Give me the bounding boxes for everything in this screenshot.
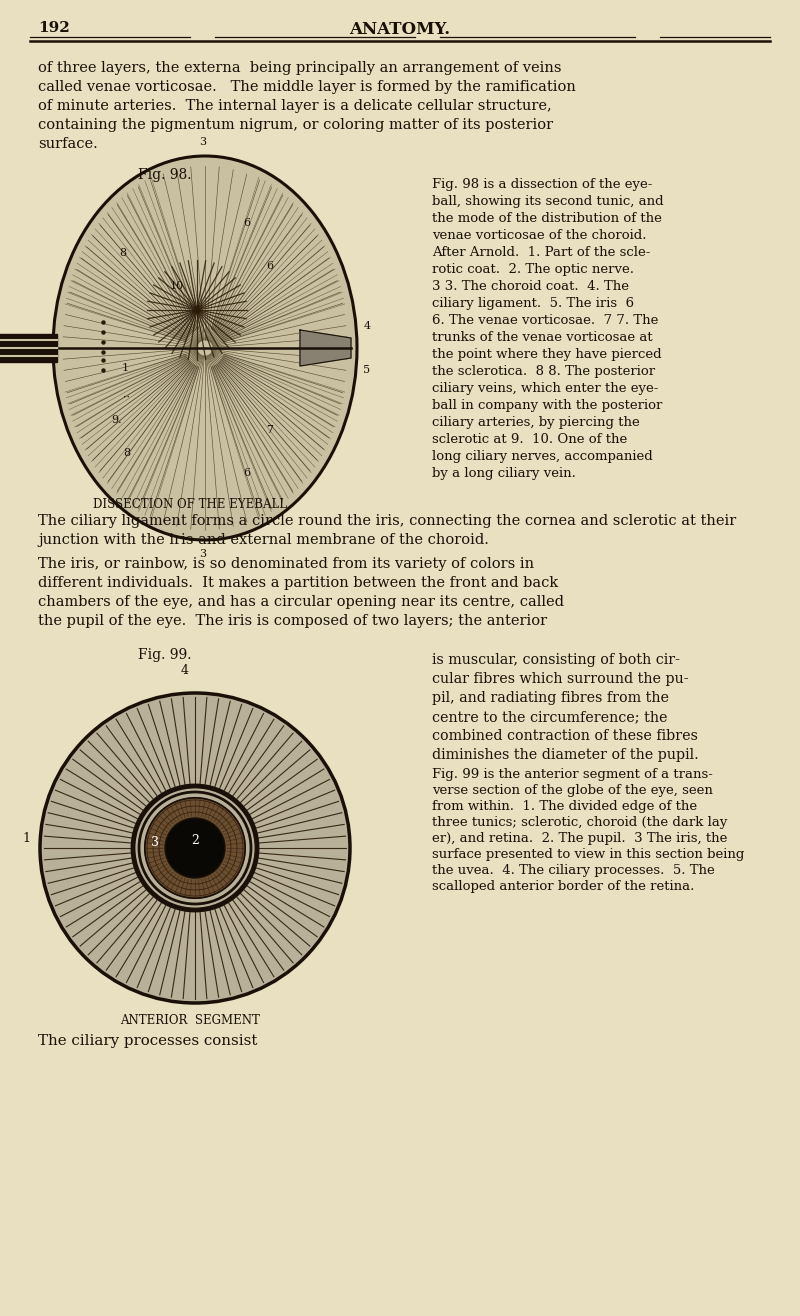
Text: 10: 10 (170, 282, 184, 291)
Ellipse shape (53, 157, 357, 540)
Text: 6: 6 (243, 218, 250, 228)
Text: chambers of the eye, and has a circular opening near its centre, called: chambers of the eye, and has a circular … (38, 595, 564, 609)
Text: junction with the iris and external membrane of the choroid.: junction with the iris and external memb… (38, 533, 489, 547)
Text: 5: 5 (363, 365, 370, 375)
Text: called venae vorticosae.   The middle layer is formed by the ramification: called venae vorticosae. The middle laye… (38, 80, 576, 93)
Text: three tunics; sclerotic, choroid (the dark lay: three tunics; sclerotic, choroid (the da… (432, 816, 727, 829)
Text: The ciliary processes consist: The ciliary processes consist (38, 1034, 258, 1048)
Text: verse section of the globe of the eye, seen: verse section of the globe of the eye, s… (432, 784, 713, 797)
Text: DISSECTION OF THE EYEBALL: DISSECTION OF THE EYEBALL (93, 497, 287, 511)
Text: surface.: surface. (38, 137, 98, 151)
Text: surface presented to view in this section being: surface presented to view in this sectio… (432, 848, 744, 861)
Text: from within.  1. The divided edge of the: from within. 1. The divided edge of the (432, 800, 697, 813)
Text: 3 3. The choroid coat.  4. The: 3 3. The choroid coat. 4. The (432, 280, 629, 293)
Text: 6: 6 (243, 468, 250, 478)
Text: venae vorticosae of the choroid.: venae vorticosae of the choroid. (432, 229, 646, 242)
Text: Fig. 99 is the anterior segment of a trans-: Fig. 99 is the anterior segment of a tra… (432, 769, 713, 780)
Text: the pupil of the eye.  The iris is composed of two layers; the anterior: the pupil of the eye. The iris is compos… (38, 615, 547, 628)
Text: ··: ·· (123, 393, 130, 403)
Text: 2: 2 (191, 833, 199, 846)
Bar (0, 334, 57, 362)
Text: ciliary arteries, by piercing the: ciliary arteries, by piercing the (432, 416, 640, 429)
Text: 192: 192 (38, 21, 70, 36)
Text: 6. The venae vorticosae.  7 7. The: 6. The venae vorticosae. 7 7. The (432, 315, 658, 326)
Text: of three layers, the externa  being principally an arrangement of veins: of three layers, the externa being princ… (38, 61, 562, 75)
Text: pil, and radiating fibres from the: pil, and radiating fibres from the (432, 691, 669, 705)
Circle shape (40, 694, 350, 1003)
Text: cular fibres which surround the pu-: cular fibres which surround the pu- (432, 672, 689, 686)
Text: The iris, or rainbow, is so denominated from its variety of colors in: The iris, or rainbow, is so denominated … (38, 557, 534, 571)
Text: the point where they have pierced: the point where they have pierced (432, 347, 662, 361)
Text: is muscular, consisting of both cir-: is muscular, consisting of both cir- (432, 653, 680, 667)
Text: long ciliary nerves, accompanied: long ciliary nerves, accompanied (432, 450, 653, 463)
Text: Fig. 99.: Fig. 99. (138, 647, 192, 662)
Text: trunks of the venae vorticosae at: trunks of the venae vorticosae at (432, 332, 653, 343)
Text: ball in company with the posterior: ball in company with the posterior (432, 399, 662, 412)
Text: the sclerotica.  8 8. The posterior: the sclerotica. 8 8. The posterior (432, 365, 655, 378)
Text: 7: 7 (266, 425, 274, 436)
Text: 3: 3 (151, 837, 159, 850)
Text: 3: 3 (199, 137, 206, 147)
Text: rotic coat.  2. The optic nerve.: rotic coat. 2. The optic nerve. (432, 263, 634, 276)
Text: Fig. 98 is a dissection of the eye-: Fig. 98 is a dissection of the eye- (432, 178, 652, 191)
Text: of minute arteries.  The internal layer is a delicate cellular structure,: of minute arteries. The internal layer i… (38, 99, 552, 113)
Text: 4: 4 (363, 321, 370, 332)
Text: After Arnold.  1. Part of the scle-: After Arnold. 1. Part of the scle- (432, 246, 650, 259)
Text: sclerotic at 9.  10. One of the: sclerotic at 9. 10. One of the (432, 433, 627, 446)
Text: scalloped anterior border of the retina.: scalloped anterior border of the retina. (432, 880, 694, 894)
Text: 3: 3 (199, 549, 206, 559)
Text: ball, showing its second tunic, and: ball, showing its second tunic, and (432, 195, 664, 208)
Text: the mode of the distribution of the: the mode of the distribution of the (432, 212, 662, 225)
Text: the uvea.  4. The ciliary processes.  5. The: the uvea. 4. The ciliary processes. 5. T… (432, 865, 714, 876)
Text: ANTERIOR  SEGMENT: ANTERIOR SEGMENT (120, 1015, 260, 1026)
Text: 1: 1 (122, 363, 129, 372)
Text: ciliary veins, which enter the eye-: ciliary veins, which enter the eye- (432, 382, 658, 395)
Text: diminishes the diameter of the pupil.: diminishes the diameter of the pupil. (432, 747, 698, 762)
Text: centre to the circumference; the: centre to the circumference; the (432, 711, 667, 724)
Text: combined contraction of these fibres: combined contraction of these fibres (432, 729, 698, 744)
Text: 8: 8 (119, 247, 126, 258)
Text: ANATOMY.: ANATOMY. (350, 21, 450, 38)
Text: ciliary ligament.  5. The iris  6: ciliary ligament. 5. The iris 6 (432, 297, 634, 311)
Text: 6: 6 (266, 261, 274, 271)
Circle shape (165, 819, 225, 878)
Text: containing the pigmentum nigrum, or coloring matter of its posterior: containing the pigmentum nigrum, or colo… (38, 118, 553, 132)
Polygon shape (300, 330, 351, 366)
Text: Fig. 98.: Fig. 98. (138, 168, 192, 182)
Text: 4: 4 (181, 665, 189, 676)
Text: 1: 1 (22, 832, 30, 845)
Text: 9.: 9. (112, 415, 122, 425)
Circle shape (145, 797, 245, 898)
Text: different individuals.  It makes a partition between the front and back: different individuals. It makes a partit… (38, 576, 558, 590)
Text: er), and retina.  2. The pupil.  3 The iris, the: er), and retina. 2. The pupil. 3 The iri… (432, 832, 727, 845)
Text: 8: 8 (123, 447, 130, 458)
Text: The ciliary ligament forms a circle round the iris, connecting the cornea and sc: The ciliary ligament forms a circle roun… (38, 515, 736, 528)
Text: by a long ciliary vein.: by a long ciliary vein. (432, 467, 576, 480)
